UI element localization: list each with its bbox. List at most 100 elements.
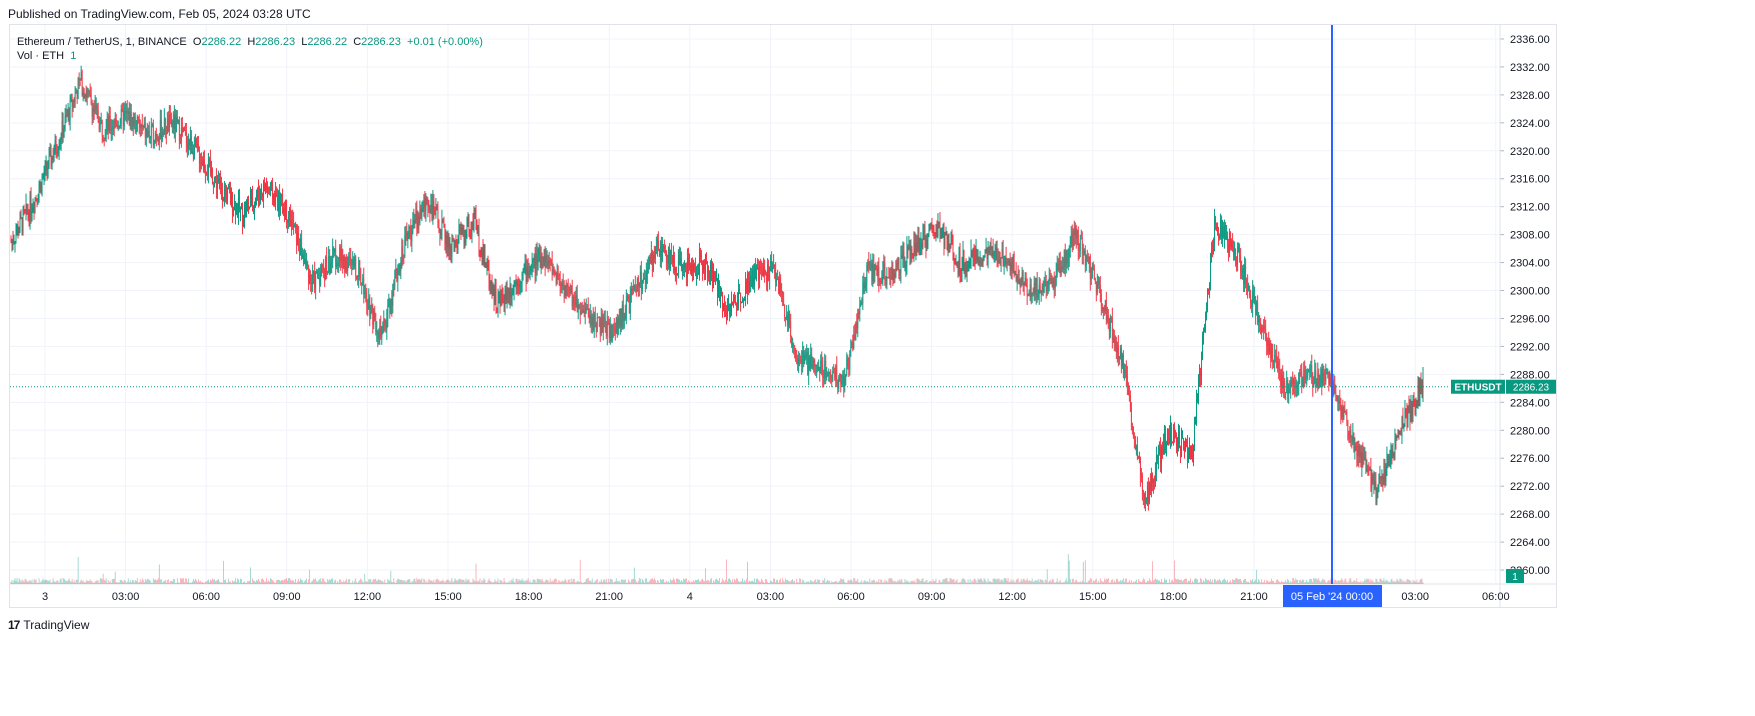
- volume-bar: [971, 580, 973, 584]
- volume-bar: [1271, 578, 1273, 584]
- volume-bar: [1376, 579, 1378, 584]
- volume-bar: [1259, 580, 1261, 584]
- candle-body: [367, 305, 369, 310]
- volume-bar: [570, 578, 572, 584]
- volume-bar: [280, 581, 281, 584]
- volume-bar: [91, 581, 93, 584]
- volume-bar: [1398, 581, 1400, 584]
- volume-bar: [1393, 580, 1395, 584]
- candle-body: [138, 118, 140, 125]
- candle-body: [191, 151, 193, 153]
- volume-bar: [1391, 578, 1393, 584]
- footer-brand[interactable]: 17 TradingView: [8, 618, 89, 632]
- volume-bar: [317, 581, 319, 584]
- volume-bar: [963, 578, 965, 584]
- candle-body: [1310, 365, 1312, 368]
- candle-body: [58, 147, 60, 151]
- volume-bar: [420, 580, 422, 584]
- volume-bar: [498, 582, 500, 584]
- candle-body: [823, 377, 825, 379]
- candle-body: [1250, 295, 1252, 304]
- volume-bar: [1110, 580, 1112, 584]
- candle-body: [452, 238, 454, 240]
- volume-bar: [336, 582, 338, 584]
- volume-bar: [1385, 580, 1387, 584]
- volume-bar: [45, 579, 47, 584]
- volume-bar: [888, 578, 890, 584]
- candle-body: [1317, 373, 1319, 384]
- candle-body: [853, 334, 855, 349]
- candle-body: [1369, 468, 1371, 471]
- candle-body: [496, 307, 498, 309]
- candle-body: [967, 267, 969, 269]
- volume-bar: [789, 581, 791, 584]
- volume-bar: [418, 578, 420, 584]
- volume-bar: [372, 580, 374, 584]
- volume-bar: [197, 579, 199, 584]
- volume-bar: [1348, 580, 1350, 584]
- volume-bar: [859, 582, 861, 584]
- volume-bar: [180, 578, 182, 584]
- candle-body: [1143, 491, 1144, 494]
- volume-bar: [820, 582, 822, 584]
- volume-bar: [1353, 580, 1355, 584]
- volume-bar: [110, 582, 112, 584]
- volume-bar: [291, 580, 292, 584]
- volume-bar: [857, 578, 859, 584]
- candle-body: [81, 72, 83, 96]
- volume-bar: [890, 578, 892, 584]
- volume-bar: [290, 579, 291, 584]
- candle-body: [1276, 355, 1278, 369]
- volume-bar: [778, 582, 780, 584]
- volume-bar: [838, 581, 840, 584]
- volume-bar: [814, 580, 816, 584]
- volume-bar: [206, 581, 207, 584]
- candle-body: [425, 199, 427, 211]
- volume-bar: [245, 582, 246, 584]
- candle-body: [1221, 220, 1222, 237]
- volume-bar: [1178, 579, 1179, 584]
- volume-bar: [1089, 578, 1091, 584]
- volume-bar: [1236, 578, 1238, 584]
- candle-body: [1390, 449, 1392, 459]
- volume-bar: [1103, 578, 1105, 584]
- volume-bar: [1310, 578, 1312, 584]
- volume-bar: [1401, 581, 1403, 584]
- candle-body: [495, 288, 497, 308]
- volume-bar: [493, 581, 495, 584]
- volume-bar: [460, 579, 462, 584]
- candle-body: [342, 249, 344, 269]
- candle-body: [1318, 373, 1320, 387]
- volume-bar: [531, 582, 533, 584]
- volume-bar: [1307, 582, 1309, 584]
- volume-bar: [1083, 582, 1085, 584]
- candle-body: [1128, 394, 1130, 396]
- volume-bar: [240, 578, 241, 584]
- volume-bar: [524, 581, 526, 584]
- volume-bar: [793, 581, 795, 584]
- volume-bar: [976, 582, 978, 584]
- candle-body: [512, 291, 514, 293]
- volume-bar: [1290, 581, 1292, 584]
- candle-body: [686, 272, 687, 278]
- candle-body: [1185, 441, 1186, 449]
- candle-body: [95, 105, 97, 107]
- candle-body: [1216, 224, 1217, 231]
- volume-bar: [191, 581, 193, 584]
- candle-body: [1029, 284, 1031, 291]
- candle-body: [1292, 379, 1294, 385]
- legend-change: +0.01 (+0.00%): [407, 36, 483, 48]
- volume-bar: [811, 580, 813, 584]
- volume-bar: [578, 581, 580, 584]
- x-tick-label: 09:00: [273, 591, 301, 603]
- volume-bar: [1171, 580, 1172, 584]
- volume-bar: [37, 582, 39, 584]
- volume-bar: [809, 582, 811, 584]
- volume-bar: [705, 568, 706, 584]
- candle-body: [531, 262, 533, 267]
- candle-body: [570, 285, 572, 293]
- volume-bar: [977, 578, 979, 584]
- volume-bar: [468, 579, 470, 584]
- volume-bar: [1124, 578, 1126, 584]
